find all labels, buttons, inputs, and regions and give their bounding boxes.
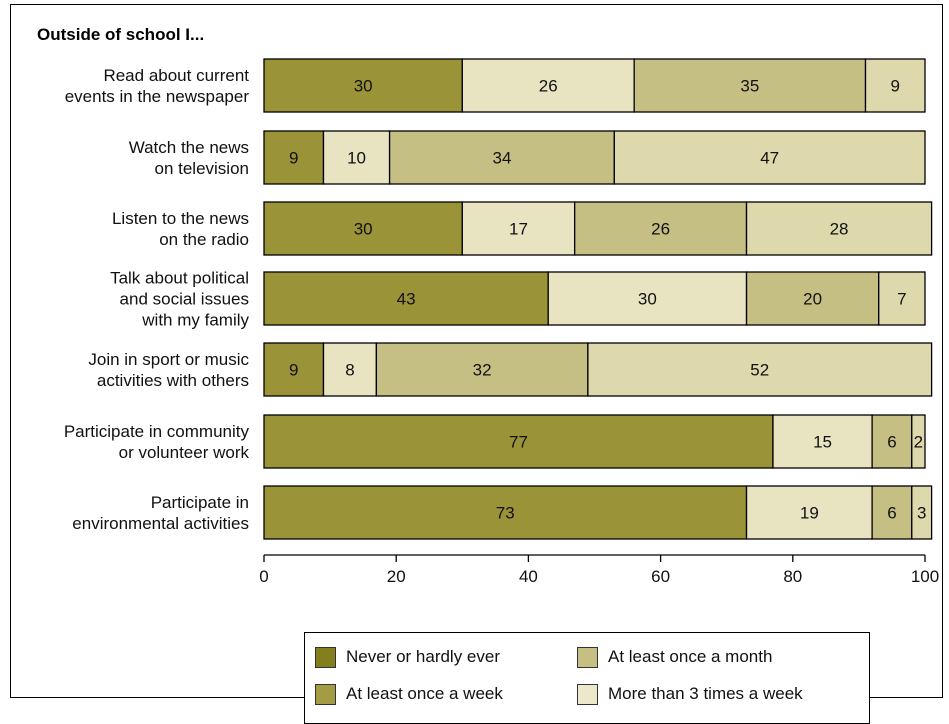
data-label: 7	[897, 290, 906, 309]
bar-segment	[911, 485, 933, 540]
data-label: 28	[830, 220, 849, 239]
legend-label: At least once a month	[608, 647, 773, 666]
legend: Never or hardly ever At least once a mont…	[304, 632, 870, 724]
category-label: events in the newspaper	[65, 87, 250, 106]
bar-segment	[745, 201, 933, 256]
bar-segment	[745, 271, 880, 326]
category-label: and social issues	[120, 290, 249, 309]
legend-label: At least once a week	[346, 684, 503, 703]
bar-segment	[322, 342, 378, 397]
category-label: with my family	[141, 311, 249, 330]
legend-item: At least once a month	[577, 645, 772, 669]
bar-area: Read about current events in the newspape…	[64, 58, 933, 540]
bar-segment	[461, 58, 635, 113]
data-label: 6	[887, 433, 896, 452]
data-label: 73	[496, 504, 515, 523]
bar-segment	[911, 414, 926, 469]
data-label: 43	[397, 290, 416, 309]
bar-segment	[574, 201, 748, 256]
legend-label: Never or hardly ever	[346, 647, 501, 666]
legend-swatch	[577, 646, 598, 668]
legend-label: More than 3 times a week	[608, 684, 803, 703]
category-label: Join in sport or music	[88, 350, 249, 369]
bar-segment	[263, 342, 325, 397]
bar-segment	[633, 58, 867, 113]
legend-swatch	[577, 683, 598, 705]
x-axis: 0 20 40 60 80 100	[259, 554, 939, 586]
bar-segment	[263, 130, 325, 185]
category-label: Talk about political	[110, 269, 249, 288]
legend-item: More than 3 times a week	[577, 682, 803, 706]
category-label: environmental activities	[72, 514, 249, 533]
bar-segment	[322, 130, 391, 185]
data-label: 30	[638, 290, 657, 309]
data-label: 9	[891, 77, 900, 96]
x-tick-label: 0	[259, 567, 268, 586]
bar-segment	[263, 414, 774, 469]
category-label: Watch the news	[129, 138, 249, 157]
chart-title: Outside of school I...	[37, 25, 204, 44]
data-label: 47	[760, 149, 779, 168]
legend-item: At least once a week	[315, 682, 503, 706]
x-tick-label: 20	[387, 567, 406, 586]
bar-segment	[878, 271, 926, 326]
category-label: or volunteer work	[119, 443, 250, 462]
bar-segment	[613, 130, 926, 185]
data-label: 2	[914, 433, 923, 452]
category-label: Read about current	[103, 66, 249, 85]
data-label: 34	[492, 149, 511, 168]
bar-segment	[263, 485, 748, 540]
x-tick-label: 100	[911, 567, 939, 586]
bar-segment	[772, 414, 873, 469]
data-label: 17	[509, 220, 528, 239]
data-label: 35	[740, 77, 759, 96]
category-label: activities with others	[97, 371, 249, 390]
bar-segment	[263, 58, 463, 113]
x-tick-label: 80	[783, 567, 802, 586]
data-label: 19	[800, 504, 819, 523]
stacked-bar-chart: Outside of school I... Read about curren…	[37, 25, 939, 586]
category-label: Participate in community	[64, 422, 250, 441]
x-tick-label: 40	[519, 567, 538, 586]
bar-segment	[745, 485, 873, 540]
bar-segment	[263, 201, 463, 256]
bar-segment	[864, 58, 926, 113]
data-label: 10	[347, 149, 366, 168]
data-label: 26	[539, 77, 558, 96]
bar-segment	[388, 130, 615, 185]
data-label: 9	[289, 149, 298, 168]
data-label: 77	[509, 433, 528, 452]
category-label: Listen to the news	[112, 209, 249, 228]
data-label: 6	[887, 504, 896, 523]
data-label: 26	[651, 220, 670, 239]
data-label: 30	[354, 220, 373, 239]
bar-segment	[587, 342, 933, 397]
category-label: Participate in	[151, 493, 249, 512]
data-label: 3	[917, 504, 926, 523]
category-label: on television	[154, 159, 249, 178]
legend-swatch	[315, 683, 336, 705]
data-label: 30	[354, 77, 373, 96]
data-label: 8	[345, 361, 354, 380]
category-label: on the radio	[159, 230, 249, 249]
data-label: 52	[750, 361, 769, 380]
data-label: 15	[813, 433, 832, 452]
data-label: 32	[473, 361, 492, 380]
bar-segment	[263, 271, 549, 326]
data-label: 20	[803, 290, 822, 309]
legend-item: Never or hardly ever	[315, 645, 500, 669]
bar-segment	[375, 342, 589, 397]
data-label: 9	[289, 361, 298, 380]
legend-swatch	[315, 646, 336, 668]
x-tick-label: 60	[651, 567, 670, 586]
